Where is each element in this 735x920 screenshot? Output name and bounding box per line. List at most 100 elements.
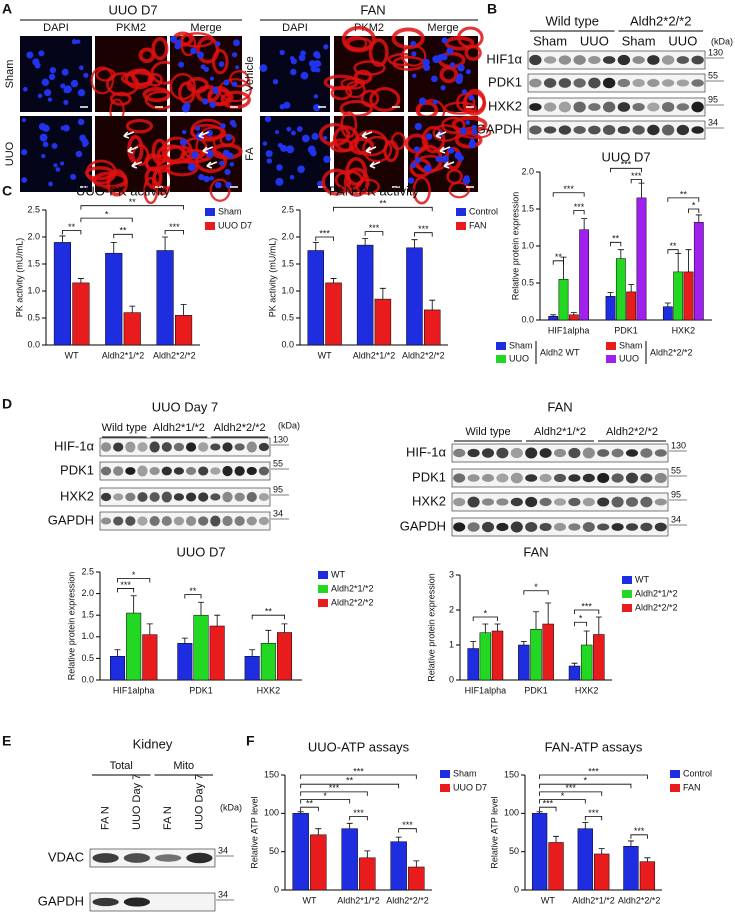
- bar: [175, 315, 193, 346]
- error-bar: [114, 649, 121, 657]
- nucleus: [42, 141, 49, 148]
- blot-band: [125, 441, 136, 453]
- nucleus: [215, 41, 221, 47]
- image-row-label: Vehicle: [244, 56, 256, 91]
- blot-band: [582, 522, 595, 532]
- bar: [479, 632, 492, 681]
- y-tick-label: 0.5: [27, 312, 40, 322]
- legend-swatch: [318, 571, 328, 579]
- nucleus: [232, 39, 240, 47]
- bar: [530, 629, 542, 681]
- panel-letter: E: [2, 733, 11, 749]
- bar: [244, 655, 260, 681]
- error-bar: [312, 242, 319, 251]
- nucleus: [34, 62, 41, 69]
- blot-group: Total: [110, 760, 133, 772]
- significance-bracket: [300, 799, 351, 804]
- significance-bracket: [539, 806, 557, 812]
- nucleus: [266, 158, 273, 164]
- error-bar: [315, 828, 322, 835]
- bar: [593, 634, 605, 681]
- y-tick-label: 2.0: [27, 231, 40, 241]
- bar: [390, 841, 407, 891]
- blot-band: [691, 55, 704, 65]
- error-bar: [553, 835, 560, 843]
- blot-band: [529, 103, 542, 111]
- nucleus: [191, 151, 199, 159]
- nucleus: [286, 145, 295, 154]
- blot-band: [625, 523, 639, 531]
- y-tick-label: 3: [449, 569, 454, 579]
- nucleus: [38, 123, 47, 131]
- blot-band: [529, 125, 542, 135]
- blot-band: [467, 496, 480, 508]
- blot-band: [529, 78, 542, 88]
- nucleus: [21, 177, 28, 183]
- blot-band: [210, 515, 221, 527]
- significance-label: **: [68, 222, 76, 232]
- legend-label: Sham: [453, 768, 477, 778]
- nucleus: [274, 130, 280, 135]
- significance-bracket: [300, 783, 400, 789]
- bar: [325, 282, 342, 346]
- blot-band: [573, 101, 586, 113]
- blot-band: [568, 447, 581, 459]
- significance-bracket: [630, 834, 648, 839]
- blot-band: [173, 516, 185, 526]
- nucleus: [286, 126, 292, 132]
- lane-label: UUO: [668, 33, 697, 48]
- tubule: [90, 66, 114, 95]
- tubule: [441, 116, 466, 134]
- nucleus: [218, 61, 225, 67]
- blot-band: [453, 497, 466, 507]
- blot-band: [161, 491, 172, 503]
- blot-group: Mito: [173, 760, 194, 772]
- bar: [615, 258, 626, 321]
- error-bar: [470, 641, 477, 649]
- significance-label: **: [555, 252, 563, 262]
- legend-swatch: [456, 208, 466, 216]
- image-column-label: DAPI: [43, 22, 69, 34]
- nucleus: [435, 155, 442, 163]
- nucleus: [21, 149, 28, 156]
- blot-band: [198, 492, 209, 502]
- kda-marker: 130: [708, 47, 723, 57]
- significance-bracket: [667, 249, 679, 254]
- arrow: [443, 161, 455, 169]
- y-axis-label: PK activity (mU/mL): [267, 238, 277, 318]
- blot-title: FAN: [547, 399, 572, 414]
- significance-label: *: [692, 200, 696, 210]
- image-row-label: UUO: [4, 141, 16, 166]
- bar: [568, 314, 579, 321]
- significance-label: **: [379, 199, 387, 209]
- blot-band: [543, 126, 557, 134]
- legend-swatch: [205, 222, 215, 230]
- blot-band: [234, 516, 245, 526]
- legend-swatch: [456, 222, 466, 230]
- nucleus: [259, 64, 268, 72]
- blot-band: [558, 101, 572, 113]
- blot-band: [588, 77, 601, 89]
- bar: [292, 813, 309, 891]
- y-tick-label: 2.0: [521, 166, 534, 176]
- blot-band: [210, 443, 221, 451]
- chart-title: FAN-ATP assays: [545, 739, 643, 754]
- nucleus: [422, 58, 430, 67]
- significance-bracket: [552, 260, 564, 265]
- nucleus: [446, 47, 454, 55]
- nucleus: [472, 129, 478, 136]
- blot-band: [617, 54, 631, 66]
- nucleus: [179, 138, 187, 146]
- nucleus: [313, 94, 319, 99]
- x-tick-label: PDK1: [189, 685, 213, 695]
- blot-group: Aldh2*2/*2: [606, 426, 658, 438]
- significance-label: ***: [563, 184, 574, 194]
- x-tick-label: PDK1: [614, 325, 638, 335]
- nucleus: [323, 155, 331, 163]
- arrow: [131, 161, 143, 169]
- blot-band: [258, 466, 270, 476]
- blot-band: [597, 472, 610, 484]
- nucleus: [276, 164, 283, 171]
- y-tick-label: 1.5: [27, 258, 40, 268]
- x-tick-label: HXK2: [575, 685, 599, 695]
